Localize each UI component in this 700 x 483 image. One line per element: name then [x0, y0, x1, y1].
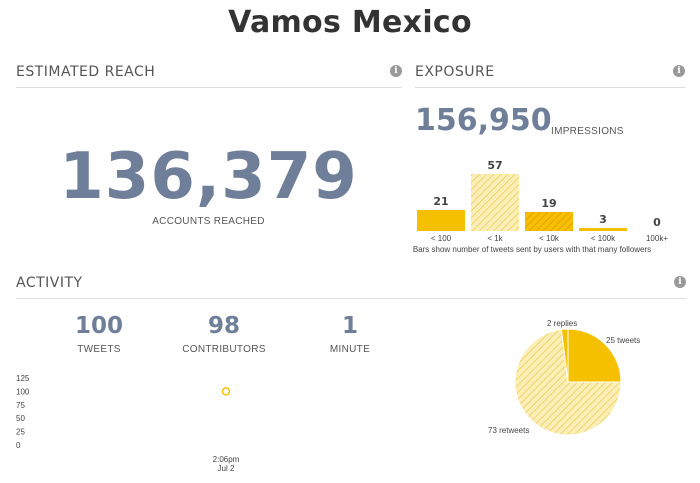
exposure-title: EXPOSURE	[415, 64, 495, 80]
info-icon[interactable]: i	[390, 65, 402, 77]
pie-slice[interactable]	[567, 328, 622, 383]
bar-category-label: < 100	[431, 234, 452, 243]
pie-slice-label: 73 retweets	[488, 426, 529, 435]
contributors-label: CONTRIBUTORS	[182, 344, 266, 355]
minutes-count: 1	[341, 313, 358, 339]
bar-value-label: 0	[653, 216, 661, 229]
estimated-reach-header: ESTIMATED REACH i	[16, 62, 402, 88]
timeline-time-label: 2:06pm	[213, 455, 240, 464]
page-title: Vamos Mexico	[228, 5, 472, 40]
pie-slice-label: 25 tweets	[606, 336, 640, 345]
bar-category-label: 100k+	[646, 234, 668, 243]
bar-chart-note: Bars show number of tweets sent by users…	[413, 245, 651, 254]
bar[interactable]	[417, 210, 465, 231]
y-axis-tick-label: 50	[16, 414, 25, 423]
bar-category-label: < 1k	[487, 234, 503, 243]
bar[interactable]	[579, 228, 627, 231]
bar[interactable]	[525, 212, 573, 231]
bar[interactable]	[471, 174, 519, 231]
activity-header: ACTIVITY i	[16, 273, 686, 299]
impressions-label: IMPRESSIONS	[551, 126, 624, 137]
pie-slice-label: 2 replies	[547, 319, 577, 328]
exposure-header: EXPOSURE i	[415, 62, 685, 88]
y-axis-tick-label: 75	[16, 401, 25, 410]
bar-value-label: 21	[433, 195, 448, 208]
tweets-count: 100	[74, 313, 123, 339]
y-axis-tick-label: 100	[16, 387, 30, 396]
followers-bar-chart: 21 < 100 57 < 1k 19 < 10k 3 < 100k 0 100k+ Bars s…	[413, 159, 668, 254]
y-axis-tick-label: 25	[16, 428, 25, 437]
minutes-label: MINUTE	[329, 344, 371, 355]
bar-value-label: 57	[487, 159, 502, 172]
tweet-type-pie-chart: 25 tweets 73 retweets 2 replies	[488, 319, 640, 436]
pie-slice[interactable]	[560, 328, 569, 383]
tweets-label: TWEETS	[77, 344, 121, 355]
y-axis-tick-label: 0	[16, 441, 21, 450]
timeline-point[interactable]	[221, 387, 231, 396]
pie-slice[interactable]	[514, 328, 622, 436]
info-icon[interactable]: i	[674, 276, 686, 288]
y-axis-tick-label: 125	[16, 374, 30, 383]
estimated-reach-title: ESTIMATED REACH	[16, 64, 156, 80]
bar-category-label: < 100k	[591, 234, 616, 243]
reach-value: 136,379	[59, 140, 358, 214]
activity-title: ACTIVITY	[16, 275, 83, 291]
bar-value-label: 3	[599, 213, 607, 226]
bar-category-label: < 10k	[539, 234, 560, 243]
bar-value-label: 19	[541, 197, 556, 210]
activity-timeline-chart: 125 100 75 50 25 0 2:06pm Jul 2	[16, 374, 240, 473]
info-icon[interactable]: i	[673, 65, 685, 77]
contributors-count: 98	[207, 313, 240, 339]
impressions-value: 156,950	[415, 103, 552, 138]
timeline-date-label: Jul 2	[218, 464, 235, 473]
reach-label: ACCOUNTS REACHED	[152, 216, 265, 227]
